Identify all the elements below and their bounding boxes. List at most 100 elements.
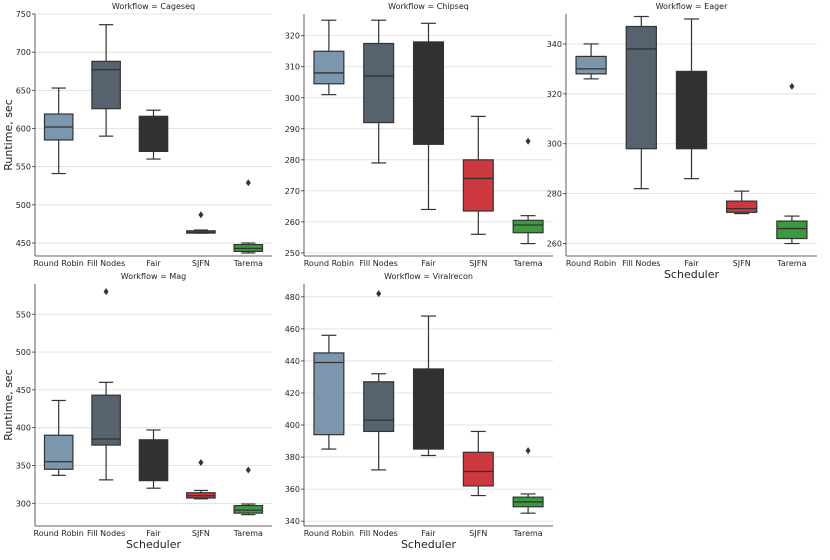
x-axis-label: Scheduler [664, 268, 720, 281]
box-fill-nodes [625, 15, 657, 190]
box-fair [138, 429, 169, 489]
y-tick-label: 250 [285, 249, 300, 258]
outlier-point [789, 82, 795, 90]
y-tick-label: 460 [285, 325, 300, 334]
x-tick-label: Tarema [233, 529, 263, 538]
box-round-robin [43, 399, 74, 476]
outlier-point [525, 137, 531, 145]
y-tick-label: 440 [285, 357, 300, 366]
panel-cageseq: 450 500 550 600 650 700 750 Workflow = Cageseq R… [2, 2, 272, 268]
y-tick-label: 450 [16, 386, 31, 395]
y-tick-label: 700 [16, 48, 31, 57]
box-tarema [512, 447, 544, 514]
box-sjfn [186, 211, 216, 234]
outlier-point [198, 458, 204, 466]
x-tick-label: Fill Nodes [87, 529, 125, 538]
box-sjfn [462, 115, 494, 235]
y-tick-label: 500 [16, 201, 31, 210]
iqr-box [43, 434, 74, 470]
y-tick-label: 300 [16, 499, 31, 508]
y-tick-label: 340 [285, 517, 300, 526]
iqr-box [138, 115, 169, 153]
iqr-box [91, 394, 121, 446]
x-tick-label: Tarema [776, 259, 806, 268]
y-tick-label: 350 [16, 462, 31, 471]
outlier-point [103, 288, 109, 296]
iqr-box [512, 219, 544, 234]
x-tick-label: SJFN [469, 529, 487, 538]
panel-title: Workflow = Viralrecon [384, 272, 473, 281]
box-tarema [233, 179, 264, 254]
y-tick-label: 650 [16, 86, 31, 95]
x-axis-label: Scheduler [126, 538, 182, 551]
x-tick-label: Round Robin [34, 529, 84, 538]
y-tick-label: 260 [285, 218, 300, 227]
x-tick-label: Fair [684, 259, 699, 268]
box-tarema [233, 466, 264, 516]
y-tick-label: 290 [285, 125, 300, 134]
y-tick-label: 400 [16, 424, 31, 433]
box-fair [412, 22, 445, 211]
panel-chipseq: 250 260 270 280 290 300 310 320 Workflow = Chips… [285, 2, 553, 268]
iqr-box [363, 381, 395, 433]
outlier-point [245, 466, 251, 474]
y-tick-label: 270 [285, 187, 300, 196]
outlier-point [525, 447, 531, 455]
y-tick-label: 380 [285, 453, 300, 462]
x-tick-label: Fair [146, 259, 161, 268]
y-tick-label: 550 [16, 163, 31, 172]
x-tick-label: SJFN [469, 259, 487, 268]
panel-mag: 300 350 400 450 500 550 Workflow = Mag Runtime,… [2, 272, 272, 551]
panel-title: Workflow = Eager [656, 2, 728, 11]
y-tick-label: 600 [16, 125, 31, 134]
y-tick-label: 300 [285, 94, 300, 103]
x-tick-label: Fair [421, 259, 436, 268]
box-tarema [776, 82, 808, 245]
iqr-box [462, 159, 494, 212]
iqr-box [233, 504, 264, 514]
y-tick-label: 420 [285, 389, 300, 398]
y-tick-label: 360 [285, 485, 300, 494]
panel-eager: 260 280 300 320 340 Workflow = Eager Scheduler… [547, 2, 817, 281]
iqr-box [412, 368, 445, 450]
x-tick-label: Fill Nodes [622, 259, 660, 268]
y-tick-label: 400 [285, 421, 300, 430]
x-tick-label: Fill Nodes [360, 529, 398, 538]
iqr-box [91, 60, 121, 110]
iqr-box [313, 352, 345, 436]
x-tick-label: Tarema [512, 259, 542, 268]
x-tick-label: Tarema [233, 259, 263, 268]
iqr-box [675, 70, 708, 150]
outlier-point [245, 179, 251, 187]
box-sjfn [186, 458, 216, 500]
iqr-box [412, 41, 445, 145]
x-tick-label: Round Robin [566, 259, 616, 268]
x-tick-label: SJFN [192, 259, 210, 268]
x-tick-label: Tarema [512, 529, 542, 538]
y-tick-label: 310 [285, 63, 300, 72]
y-axis-label: Runtime, sec [2, 99, 15, 170]
outlier-point [198, 211, 204, 219]
box-fair [138, 109, 169, 160]
iqr-box [462, 451, 494, 487]
iqr-box [575, 55, 607, 75]
panel-viralrecon: 340 360 380 400 420 440 460 480 Workflow = Viral… [285, 272, 553, 551]
iqr-box [776, 220, 808, 240]
y-tick-label: 750 [16, 10, 31, 19]
box-fair [412, 315, 445, 457]
iqr-box [726, 200, 758, 213]
x-tick-label: SJFN [733, 259, 751, 268]
x-tick-label: Fair [146, 529, 161, 538]
y-tick-label: 280 [285, 156, 300, 165]
box-fair [675, 18, 708, 180]
panel-title: Workflow = Mag [121, 272, 186, 281]
x-tick-label: SJFN [192, 529, 210, 538]
box-round-robin [313, 334, 345, 450]
y-tick-label: 550 [16, 310, 31, 319]
box-sjfn [726, 190, 758, 215]
box-fill-nodes [91, 24, 121, 137]
y-tick-label: 260 [547, 240, 562, 249]
iqr-box [313, 50, 345, 85]
